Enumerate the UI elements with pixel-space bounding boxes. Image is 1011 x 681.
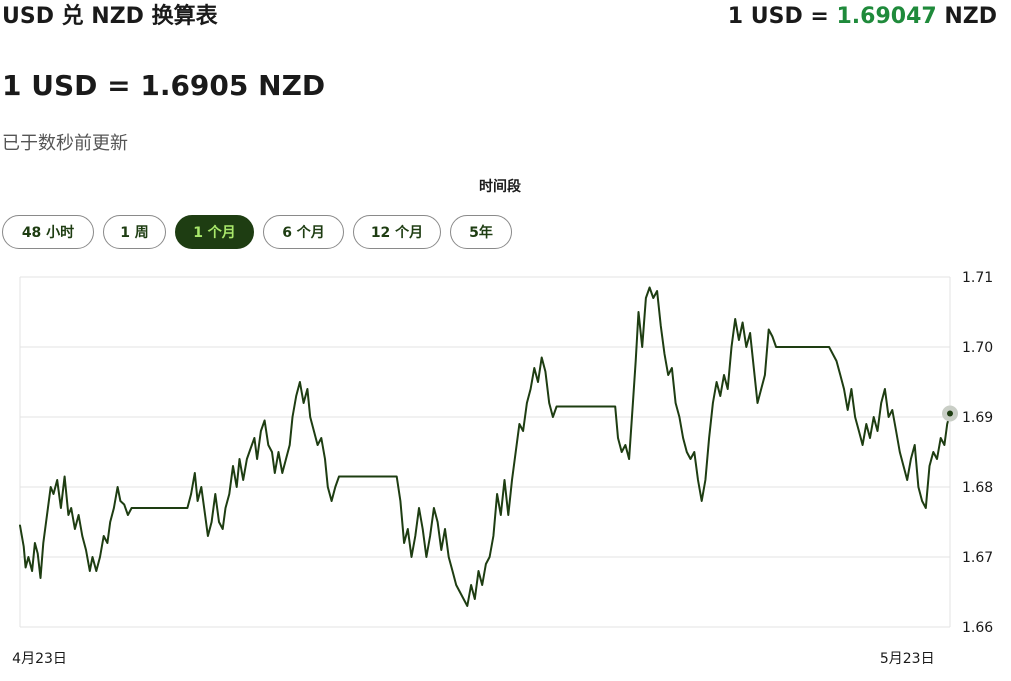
header-rate-prefix: 1 USD = xyxy=(727,4,837,29)
period-1w-button[interactable]: 1 周 xyxy=(103,215,166,249)
rate-series-line xyxy=(19,286,951,607)
period-5y-button[interactable]: 5年 xyxy=(450,215,512,249)
page-title: USD 兑 NZD 换算表 xyxy=(2,4,218,29)
y-tick-label: 1.70 xyxy=(962,340,993,356)
period-1m-button[interactable]: 1 个月 xyxy=(175,215,254,249)
period-6m-button[interactable]: 6 个月 xyxy=(263,215,344,249)
header-rate-value: 1.69047 xyxy=(836,4,937,29)
y-tick-label: 1.66 xyxy=(962,620,993,636)
header-rate-suffix: NZD xyxy=(936,4,997,29)
y-tick-label: 1.67 xyxy=(962,550,993,566)
rate-chart[interactable]: 1.66 1.67 1.68 1.69 1.70 1.71 4月23日 5月23日 xyxy=(0,262,1011,681)
current-rate-marker[interactable] xyxy=(947,410,953,417)
y-tick-label: 1.69 xyxy=(962,410,993,426)
update-note: 已于数秒前更新 xyxy=(2,133,128,154)
period-12m-button[interactable]: 12 个月 xyxy=(353,215,441,249)
main-rate: 1 USD = 1.6905 NZD xyxy=(2,69,326,102)
x-tick-label: 4月23日 xyxy=(12,651,67,667)
period-heading: 时间段 xyxy=(479,179,521,195)
x-tick-label: 5月23日 xyxy=(880,651,935,667)
y-tick-label: 1.68 xyxy=(962,480,993,496)
y-tick-label: 1.71 xyxy=(962,270,993,286)
header-rate: 1 USD = 1.69047 NZD xyxy=(728,2,997,32)
period-48h-button[interactable]: 48 小时 xyxy=(2,215,94,249)
